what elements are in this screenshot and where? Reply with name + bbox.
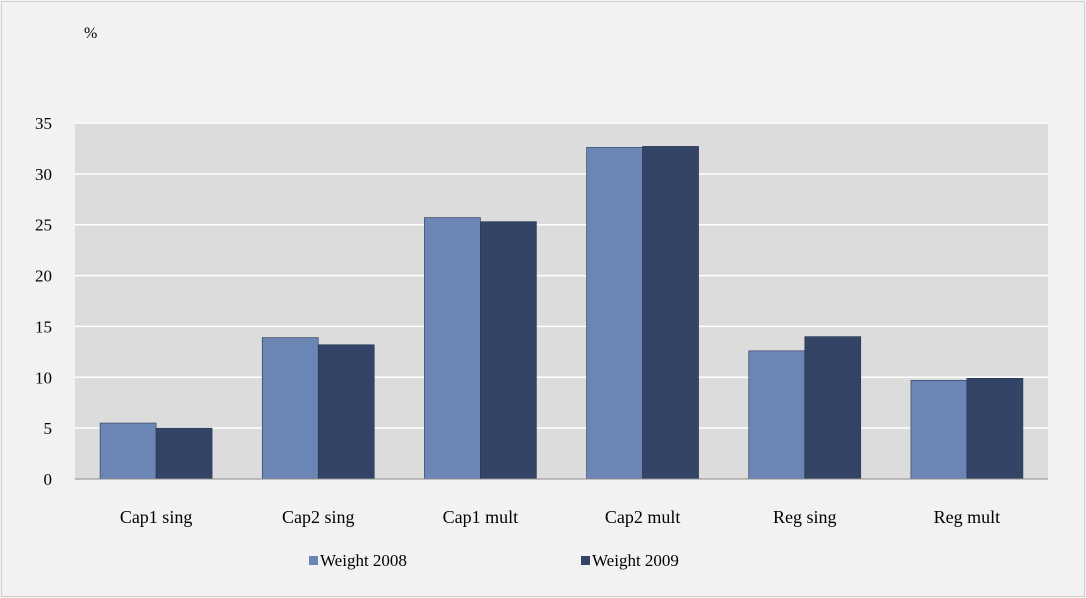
y-tick-label: 25 bbox=[35, 216, 52, 235]
y-tick-label: 15 bbox=[35, 317, 52, 336]
x-category-label: Cap1 mult bbox=[443, 507, 519, 527]
bars bbox=[99, 146, 1024, 480]
legend-label: Weight 2008 bbox=[320, 551, 407, 570]
x-category-label: Reg mult bbox=[934, 507, 1001, 527]
y-unit-label: % bbox=[84, 25, 97, 42]
y-tick-label: 10 bbox=[35, 368, 52, 387]
legend-swatch bbox=[309, 556, 318, 565]
bar-2009-1 bbox=[317, 344, 375, 480]
y-tick-label: 20 bbox=[35, 267, 52, 286]
x-category-label: Cap1 sing bbox=[120, 507, 193, 527]
gridlines bbox=[75, 122, 1048, 429]
y-tick-label: 30 bbox=[35, 165, 52, 184]
bar-2009-3 bbox=[642, 146, 699, 480]
plot-area bbox=[75, 123, 1048, 479]
y-axis-ticks: 0 5 10 15 20 25 30 35 bbox=[35, 114, 52, 489]
x-category-label: Cap2 mult bbox=[605, 507, 681, 527]
bar-2008-1 bbox=[261, 337, 319, 480]
x-axis-labels: Cap1 sing Cap2 sing Cap1 mult Cap2 mult Reg … bbox=[120, 507, 1000, 527]
legend-label: Weight 2009 bbox=[592, 551, 679, 570]
bar-2009-0 bbox=[155, 427, 213, 480]
legend-swatch bbox=[581, 556, 590, 565]
bar-2008-3 bbox=[586, 147, 643, 480]
y-tick-label: 5 bbox=[44, 419, 53, 438]
bar-2009-5 bbox=[966, 378, 1024, 480]
x-category-label: Reg sing bbox=[773, 507, 837, 527]
bar-2008-4 bbox=[748, 350, 806, 480]
bar-2009-2 bbox=[480, 221, 537, 480]
legend: Weight 2008 Weight 2009 bbox=[309, 551, 679, 570]
x-category-label: Cap2 sing bbox=[282, 507, 355, 527]
y-tick-label: 0 bbox=[44, 470, 53, 489]
bar-2008-2 bbox=[424, 217, 481, 480]
bar-2008-5 bbox=[910, 380, 968, 480]
y-tick-label: 35 bbox=[35, 114, 52, 133]
bar-2008-0 bbox=[99, 422, 157, 480]
bar-2009-4 bbox=[804, 336, 862, 480]
